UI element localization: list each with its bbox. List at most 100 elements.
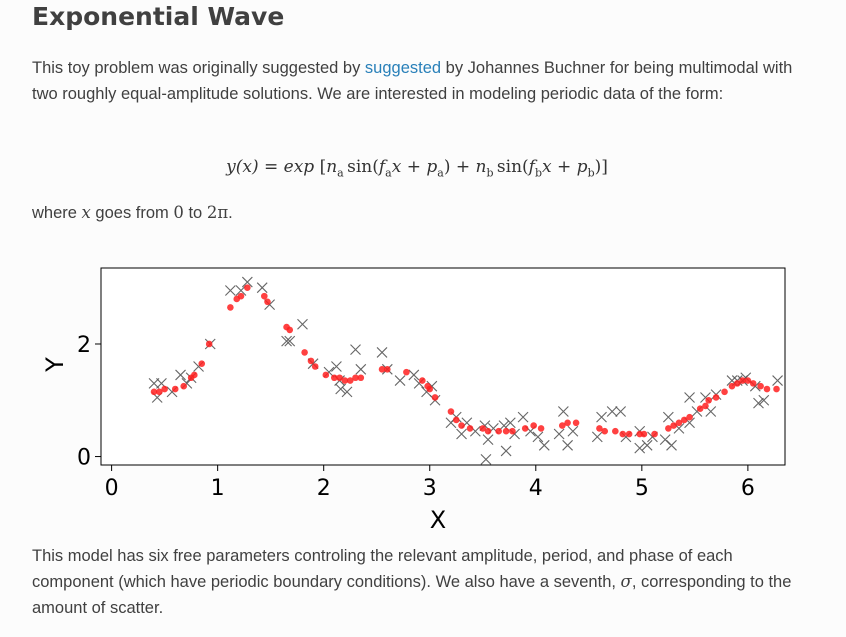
data-point-cross — [606, 406, 618, 417]
data-point-dot — [180, 382, 188, 390]
x-tick-label: 3 — [423, 476, 437, 501]
eq-na: n — [326, 157, 338, 177]
data-point-dot — [502, 427, 510, 435]
data-point-cross — [504, 417, 516, 429]
data-point-dot — [286, 326, 294, 334]
data-point-dot — [733, 380, 741, 387]
data-point-dot — [559, 422, 566, 429]
data-point-dot — [521, 425, 529, 432]
data-point-cross — [376, 347, 388, 358]
page-title: Exponential Wave — [32, 2, 285, 31]
data-point-cross — [641, 439, 653, 451]
data-point-dot — [198, 360, 206, 367]
x-tick-label: 4 — [529, 476, 543, 501]
data-point-cross — [256, 282, 268, 294]
data-point-cross — [331, 361, 342, 372]
data-point-cross — [596, 411, 607, 423]
data-point-cross — [341, 386, 353, 398]
data-point-cross — [408, 369, 420, 381]
x-tick-label: 6 — [741, 476, 755, 501]
data-point-dot — [509, 427, 516, 435]
data-point-dot — [625, 430, 633, 438]
intro-text-end: by Johannes Buchner for being multimodal… — [32, 59, 793, 103]
data-point-dot — [596, 425, 603, 432]
data-point-cross — [335, 383, 347, 395]
data-point-dot — [322, 371, 330, 379]
data-point-dot — [728, 382, 736, 390]
eq-pb: p — [576, 157, 588, 177]
data-point-cross — [355, 363, 367, 375]
domain-paragraph: where x goes from 0 to 2π. — [32, 200, 802, 226]
x-axis: 0 1 2 3 4 5 6 — [105, 465, 755, 501]
eq-fa: f — [378, 157, 386, 177]
x-tick-label: 2 — [317, 476, 331, 501]
data-point-cross — [517, 411, 529, 423]
domain-middle: goes from — [90, 204, 174, 222]
domain-to: 2π — [206, 203, 229, 222]
data-point-cross — [634, 442, 646, 454]
data-point-dot — [156, 388, 163, 396]
domain-var: x — [81, 203, 91, 222]
eq-pa: p — [426, 157, 438, 177]
data-point-cross — [562, 439, 573, 451]
y-tick-label: 0 — [77, 446, 91, 471]
data-point-cross — [662, 411, 674, 423]
data-point-cross — [482, 434, 494, 446]
data-point-dot — [530, 422, 537, 429]
data-point-dot — [426, 385, 434, 393]
domain-prefix: where — [32, 204, 82, 222]
domain-from: 0 — [173, 203, 184, 222]
data-point-cross — [567, 425, 579, 437]
data-point-dot — [357, 374, 365, 382]
eq-na-sub: a — [337, 166, 344, 180]
data-point-dot — [619, 430, 627, 438]
data-point-dot — [665, 425, 672, 432]
series-dot-markers — [150, 284, 780, 438]
equation-lhs: y(x) = exp — [226, 157, 315, 177]
equation: y(x) = exp [na sin(fax + pa) + nb sin(fb… — [226, 157, 608, 180]
data-point-dot — [680, 416, 688, 424]
data-point-dot — [686, 413, 693, 421]
data-point-cross — [175, 369, 186, 381]
data-point-dot — [237, 292, 245, 300]
data-point-dot — [712, 394, 720, 401]
data-point-dot — [763, 385, 771, 393]
data-point-cross — [772, 375, 783, 386]
data-point-dot — [336, 374, 343, 382]
data-point-cross — [500, 445, 512, 457]
data-point-dot — [378, 366, 386, 373]
intro-paragraph: This toy problem was originally suggeste… — [32, 55, 802, 107]
data-point-dot — [352, 374, 359, 382]
x-tick-label: 5 — [635, 476, 649, 501]
data-point-dot — [564, 419, 571, 427]
data-point-cross — [615, 406, 627, 417]
data-point-dot — [721, 388, 728, 396]
data-point-cross — [284, 335, 296, 347]
data-point-dot — [466, 425, 474, 432]
eq-fb: f — [528, 157, 535, 177]
suggested-link[interactable]: suggested — [364, 59, 442, 77]
data-point-dot — [447, 408, 455, 415]
data-point-cross — [297, 318, 308, 330]
y-tick-label: 2 — [77, 333, 91, 358]
data-point-dot — [484, 427, 492, 435]
data-point-dot — [191, 371, 198, 379]
data-point-dot — [675, 419, 683, 427]
data-point-cross — [281, 335, 292, 347]
data-point-dot — [419, 377, 426, 384]
domain-suffix: . — [228, 204, 233, 222]
data-point-dot — [601, 427, 609, 435]
data-point-dot — [572, 419, 580, 427]
data-point-dot — [537, 425, 545, 432]
eq-fa-sub: a — [385, 166, 392, 180]
data-point-cross — [591, 431, 603, 443]
data-point-dot — [696, 405, 704, 413]
data-point-dot — [227, 304, 234, 311]
eq-fb-sub: b — [534, 166, 543, 180]
data-point-cross — [394, 375, 406, 386]
data-point-dot — [244, 284, 251, 291]
data-point-dot — [311, 363, 319, 370]
data-point-dot — [640, 430, 648, 438]
data-point-cross — [538, 439, 550, 451]
intro-text-start: This toy problem was originally suggeste… — [32, 59, 365, 77]
